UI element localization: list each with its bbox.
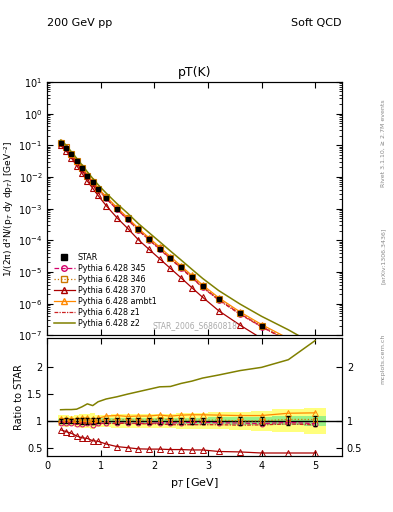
Title: pT(K): pT(K) [178, 67, 211, 79]
Text: 200 GeV pp: 200 GeV pp [47, 18, 112, 28]
Text: STAR_2006_S6860818: STAR_2006_S6860818 [152, 322, 237, 330]
Text: [arXiv:1306.3436]: [arXiv:1306.3436] [381, 228, 386, 284]
Text: mcplots.cern.ch: mcplots.cern.ch [381, 333, 386, 383]
Legend: STAR, Pythia 6.428 345, Pythia 6.428 346, Pythia 6.428 370, Pythia 6.428 ambt1, : STAR, Pythia 6.428 345, Pythia 6.428 346… [51, 250, 160, 331]
X-axis label: p$_T$ [GeV]: p$_T$ [GeV] [170, 476, 219, 490]
Y-axis label: 1/(2π) d²N/(p$_T$ dy dp$_T$) [GeV⁻²]: 1/(2π) d²N/(p$_T$ dy dp$_T$) [GeV⁻²] [2, 140, 15, 277]
Text: Soft QCD: Soft QCD [292, 18, 342, 28]
Text: Rivet 3.1.10, ≥ 2.7M events: Rivet 3.1.10, ≥ 2.7M events [381, 99, 386, 187]
Y-axis label: Ratio to STAR: Ratio to STAR [14, 364, 24, 430]
